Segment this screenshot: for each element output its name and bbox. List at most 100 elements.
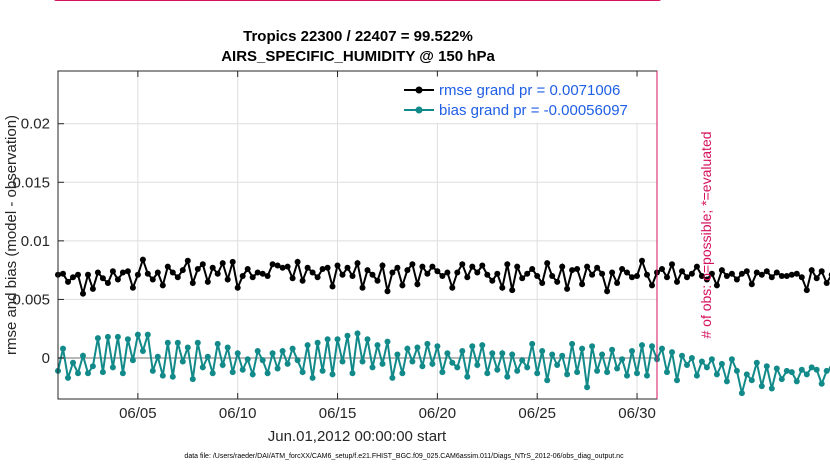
rmse-point — [354, 260, 361, 267]
rmse-point — [264, 273, 271, 279]
rmse-point — [788, 271, 795, 278]
bias-point — [484, 370, 491, 377]
rmse-point — [474, 269, 481, 276]
bias-point — [164, 339, 171, 346]
bias-point — [698, 358, 705, 365]
bias-point — [139, 348, 146, 354]
rmse-point — [579, 281, 586, 288]
rmse-point — [434, 268, 441, 275]
bias-point — [329, 371, 336, 378]
rmse-point — [334, 262, 341, 269]
bias-point — [549, 351, 556, 358]
rmse-point — [733, 276, 740, 283]
rmse-point — [424, 270, 431, 277]
rmse-point — [219, 260, 226, 267]
rmse-point — [624, 269, 630, 276]
bias-point — [773, 365, 780, 372]
rmse-point — [469, 263, 476, 270]
bias-point — [309, 374, 316, 381]
bias-point — [499, 350, 506, 357]
rmse-point — [459, 261, 466, 268]
bias-point — [75, 370, 81, 377]
bias-point — [199, 364, 206, 371]
rmse-point — [409, 261, 416, 268]
rmse-point — [249, 274, 256, 281]
rmse-point — [688, 270, 695, 277]
legend-rmse-text: rmse grand pr = 0.0071006 — [439, 82, 620, 99]
rmse-point — [778, 273, 785, 279]
bias-point — [813, 366, 820, 373]
rmse-point — [254, 269, 261, 276]
rmse-point — [204, 278, 211, 285]
bias-point — [70, 359, 76, 366]
rmse-point — [169, 269, 176, 276]
rmse-point — [99, 275, 106, 282]
rmse-point — [284, 263, 291, 270]
rmse-point — [738, 270, 745, 277]
rmse-point — [524, 270, 531, 277]
bias-point — [234, 350, 241, 357]
rmse-point — [209, 264, 216, 271]
bias-point — [124, 336, 131, 343]
bias-point — [399, 370, 406, 377]
rmse-point — [669, 261, 675, 268]
y2-tick-label: 0 — [666, 0, 674, 4]
rmse-point — [698, 273, 705, 279]
bias-point — [264, 370, 271, 377]
rmse-point — [743, 268, 750, 275]
rmse-point — [768, 274, 775, 281]
bias-point — [149, 367, 156, 374]
bias-point — [514, 367, 521, 374]
bias-point — [604, 369, 611, 376]
rmse-point — [644, 271, 650, 278]
bias-point — [104, 333, 111, 340]
bias-point — [394, 351, 401, 358]
bias-point — [224, 344, 231, 351]
rmse-point — [244, 266, 251, 272]
rmse-point — [444, 269, 451, 276]
rmse-point — [519, 275, 526, 282]
bias-point — [189, 376, 196, 383]
grid-layer — [58, 71, 657, 399]
rmse-point — [489, 277, 496, 284]
bias-point — [384, 338, 391, 345]
bias-point — [279, 348, 286, 354]
rmse-point — [184, 257, 191, 264]
rmse-point — [279, 264, 286, 271]
bias-point — [85, 370, 91, 377]
bias-point — [60, 345, 66, 352]
rmse-point — [634, 273, 640, 279]
rmse-point — [364, 267, 371, 274]
x-tick-label: 06/30 — [618, 405, 656, 422]
bias-point — [743, 371, 750, 378]
y2-tick-label: 70 — [666, 0, 683, 4]
bias-line — [57, 333, 830, 394]
rmse-point — [119, 269, 126, 276]
bias-point — [539, 348, 546, 354]
rmse-point — [674, 278, 680, 285]
rmse-point — [414, 281, 421, 288]
bias-point — [753, 359, 760, 366]
rmse-point — [684, 274, 690, 281]
bias-point — [664, 369, 670, 376]
rmse-point — [229, 258, 236, 265]
rmse-point — [389, 269, 396, 276]
rmse-point — [619, 266, 626, 272]
bias-point — [229, 369, 236, 376]
rmse-point — [693, 263, 700, 270]
y-tick-label: 0.01 — [21, 233, 50, 250]
y-axis-label: rmse and bias (model - observation) — [3, 115, 20, 355]
bias-point — [469, 343, 476, 350]
bias-point — [174, 339, 181, 346]
bias-point — [763, 363, 770, 370]
rmse-point — [114, 276, 121, 283]
bias-point — [674, 377, 680, 384]
rmse-point — [484, 271, 491, 278]
rmse-point — [763, 268, 770, 275]
bias-point — [529, 340, 536, 347]
x-tick-label: 06/05 — [119, 405, 157, 422]
legend-bias-marker — [415, 106, 423, 114]
bias-point — [519, 357, 526, 364]
rmse-point — [823, 280, 830, 286]
